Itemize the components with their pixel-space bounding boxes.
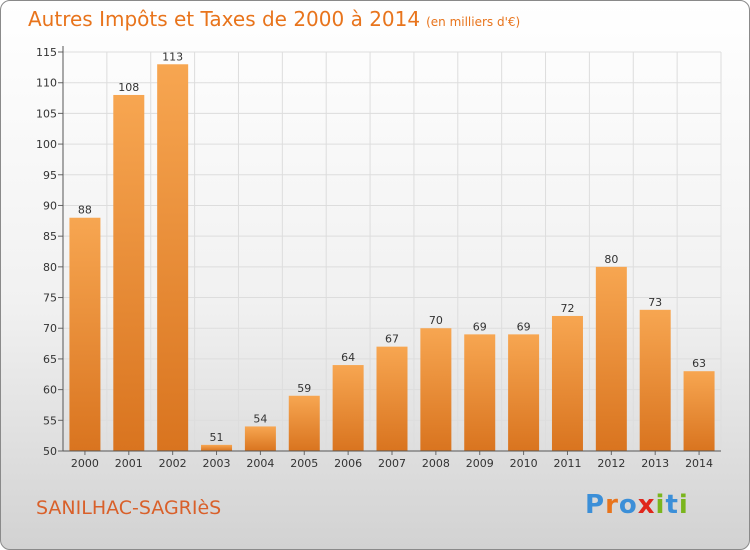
y-tick-label-55: 55 — [43, 414, 57, 427]
x-tick-label-2013: 2013 — [641, 457, 669, 470]
logo-letter: o — [618, 490, 638, 520]
y-tick-label-95: 95 — [43, 169, 57, 182]
bar-2001 — [113, 94, 145, 451]
y-tick-label-70: 70 — [43, 322, 57, 335]
data-label-2007: 67 — [385, 333, 399, 346]
data-label-2013: 73 — [648, 296, 662, 309]
x-tick-label-2007: 2007 — [378, 457, 406, 470]
data-label-2001: 108 — [118, 81, 139, 94]
data-label-2006: 64 — [341, 351, 355, 364]
data-label-2009: 69 — [473, 320, 487, 333]
y-tick-label-110: 110 — [36, 77, 57, 90]
y-tick-label-50: 50 — [43, 445, 57, 458]
logo-letter: i — [678, 490, 689, 520]
y-tick-label-100: 100 — [36, 138, 57, 151]
data-label-2014: 63 — [692, 357, 706, 370]
x-tick-label-2002: 2002 — [159, 457, 187, 470]
x-tick-label-2003: 2003 — [203, 457, 231, 470]
y-tick-label-65: 65 — [43, 353, 57, 366]
data-label-2012: 80 — [604, 253, 618, 266]
logo-letter: t — [665, 490, 679, 520]
bar-2013 — [639, 309, 671, 451]
logo-letter: i — [655, 490, 666, 520]
x-tick-label-2005: 2005 — [290, 457, 318, 470]
bar-2000 — [69, 217, 101, 451]
chart-title-text: Autres Impôts et Taxes de 2000 à 2014 — [28, 7, 421, 31]
x-tick-label-2006: 2006 — [334, 457, 362, 470]
bar-2003 — [201, 444, 233, 451]
logo-letter: x — [637, 490, 656, 520]
bar-2007 — [376, 346, 408, 451]
data-label-2003: 51 — [210, 431, 224, 444]
data-labels: 88 108 113 51 54 59 64 67 70 69 69 72 80 73 63 — [78, 50, 706, 444]
x-tick-label-2009: 2009 — [466, 457, 494, 470]
bar-2011 — [551, 315, 583, 451]
chart-title: Autres Impôts et Taxes de 2000 à 2014 (en… — [28, 7, 520, 31]
y-tick-label-90: 90 — [43, 199, 57, 212]
x-tick-label-2012: 2012 — [597, 457, 625, 470]
bar-2014 — [683, 371, 715, 451]
data-label-2010: 69 — [517, 320, 531, 333]
x-tick-label-2008: 2008 — [422, 457, 450, 470]
bar-2006 — [332, 365, 364, 451]
y-tick-label-60: 60 — [43, 384, 57, 397]
data-label-2004: 54 — [253, 412, 267, 425]
commune-name: SANILHAC-SAGRIèS — [36, 497, 222, 519]
bar-2002 — [157, 64, 189, 452]
bars — [69, 64, 715, 452]
data-label-2005: 59 — [297, 382, 311, 395]
axes: 50 55 60 65 70 75 80 85 90 95 100 105 110 115 2000 2001… — [36, 46, 721, 470]
y-tick-label-115: 115 — [36, 46, 57, 59]
x-tick-label-2010: 2010 — [510, 457, 538, 470]
data-label-2011: 72 — [560, 302, 574, 315]
data-label-2000: 88 — [78, 204, 92, 217]
bar-2009 — [464, 334, 496, 451]
data-label-2002: 113 — [162, 50, 183, 63]
chart-unit-label: (en milliers d'€) — [426, 15, 521, 29]
y-tick-label-80: 80 — [43, 261, 57, 274]
x-tick-label-2000: 2000 — [71, 457, 99, 470]
logo-letter: P — [585, 490, 606, 520]
x-tick-label-2004: 2004 — [246, 457, 274, 470]
logo-letter: r — [605, 490, 619, 520]
bar-2010 — [508, 334, 540, 451]
data-label-2008: 70 — [429, 314, 443, 327]
bar-2008 — [420, 328, 452, 451]
bar-2012 — [595, 266, 627, 451]
bar-2004 — [244, 426, 276, 451]
x-tick-label-2001: 2001 — [115, 457, 143, 470]
x-tick-label-2011: 2011 — [553, 457, 581, 470]
x-tick-label-2014: 2014 — [685, 457, 713, 470]
y-tick-label-85: 85 — [43, 230, 57, 243]
y-tick-label-75: 75 — [43, 292, 57, 305]
bar-2005 — [288, 395, 320, 451]
proxiti-logo: Proxiti — [585, 490, 689, 520]
y-tick-label-105: 105 — [36, 107, 57, 120]
